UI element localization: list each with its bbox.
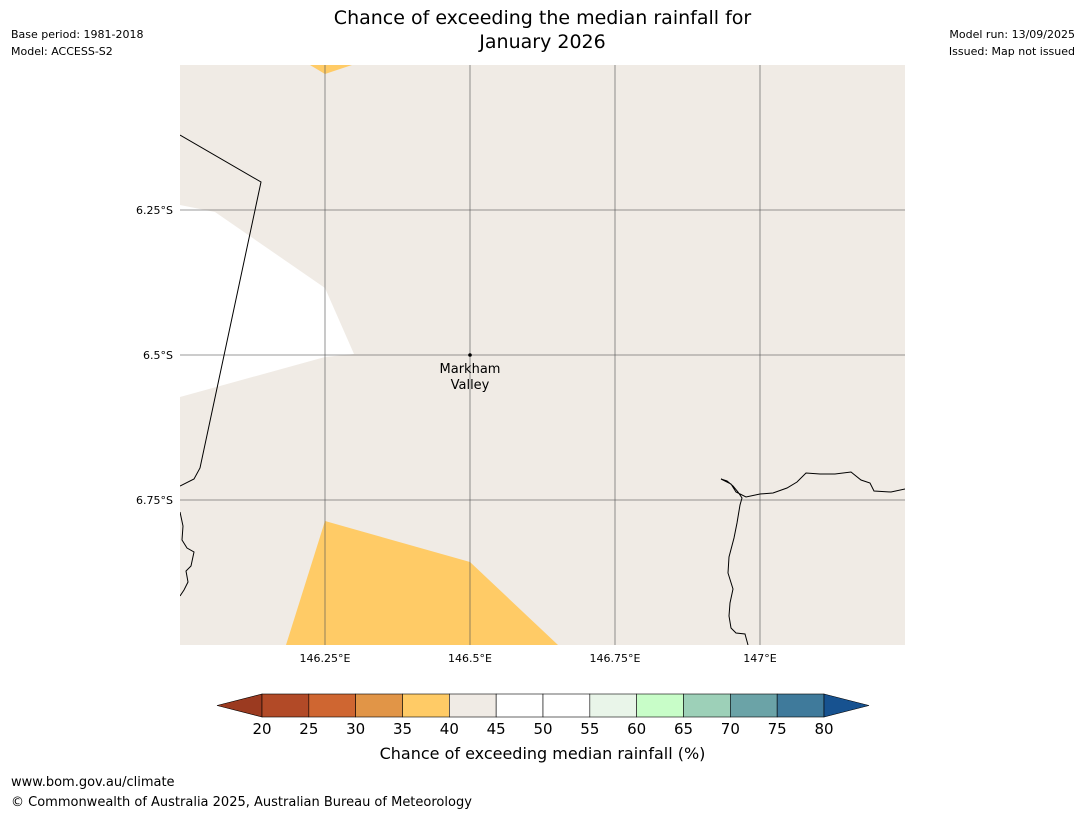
longitude-labels: 146.25°E 146.5°E 146.75°E 147°E xyxy=(300,652,777,665)
colorbar-bin xyxy=(589,693,637,718)
colorbar-bin xyxy=(636,693,684,718)
latitude-tick-label: 6.75°S xyxy=(136,494,173,507)
colorbar-tick-label: 40 xyxy=(440,720,459,738)
class-35-40-region-south xyxy=(286,521,558,645)
longitude-tick-label: 146.25°E xyxy=(300,652,351,665)
place-label-line-2: Valley xyxy=(451,378,490,393)
colorbar-bin xyxy=(776,693,825,718)
metadata-left: Base period: 1981-2018 Model: ACCESS-S2 xyxy=(11,26,143,60)
metadata-right: Model run: 13/09/2025 Issued: Map not is… xyxy=(949,26,1075,60)
latitude-tick-label: 6.25°S xyxy=(136,204,173,217)
colorbar-bin xyxy=(542,693,591,718)
colorbar-tick-label: 35 xyxy=(393,720,412,738)
province-border-line xyxy=(180,134,262,487)
colorbar-bin xyxy=(730,693,778,718)
colorbar-under-arrow xyxy=(216,693,263,718)
footer-url[interactable]: www.bom.gov.au/climate xyxy=(11,775,175,790)
colorbar-label: Chance of exceeding median rainfall (%) xyxy=(379,744,706,763)
latitude-tick-label: 6.5°S xyxy=(143,349,173,362)
longitude-tick-label: 146.75°E xyxy=(590,652,641,665)
colorbar-bin xyxy=(449,693,497,718)
colorbar-bin xyxy=(355,693,403,718)
border-lines xyxy=(180,134,905,645)
colorbar-tick-label: 45 xyxy=(487,720,506,738)
longitude-tick-label: 147°E xyxy=(743,652,776,665)
title-line-1: Chance of exceeding the median rainfall … xyxy=(333,7,752,29)
class-45-55-region xyxy=(180,205,354,397)
map-panel xyxy=(180,65,905,645)
colorbar-bin xyxy=(308,693,356,718)
colorbar-tick-label: 20 xyxy=(252,720,271,738)
colorbar-over-arrow xyxy=(823,693,870,718)
colorbar-bin xyxy=(683,693,731,718)
class-35-40-region-north xyxy=(310,65,352,74)
colorbar-tick-label: 30 xyxy=(346,720,365,738)
colorbar-tick-label: 80 xyxy=(814,720,833,738)
issued-text: Issued: Map not issued xyxy=(948,45,1075,58)
colorbar-tick-label: 25 xyxy=(299,720,318,738)
coastline-east xyxy=(720,471,905,645)
colorbar-tick-label: 75 xyxy=(768,720,787,738)
colorbar-tick-label: 60 xyxy=(627,720,646,738)
title-line-2: January 2026 xyxy=(479,31,606,53)
colorbar-bin xyxy=(402,693,450,718)
markham-valley-marker xyxy=(468,353,472,357)
model-text: Model: ACCESS-S2 xyxy=(11,45,113,58)
place-label-line-1: Markham xyxy=(440,362,501,377)
colorbar-bin xyxy=(495,693,544,718)
colorbar-tick-label: 50 xyxy=(533,720,552,738)
model-run-text: Model run: 13/09/2025 xyxy=(949,28,1075,41)
colorbar-tick-label: 70 xyxy=(721,720,740,738)
latitude-labels: 6.25°S 6.5°S 6.75°S xyxy=(136,204,173,507)
colorbar-bin xyxy=(261,693,310,718)
map-title: Chance of exceeding the median rainfall … xyxy=(0,6,1085,54)
footer-copyright: © Commonwealth of Australia 2025, Austra… xyxy=(11,795,472,810)
coastline-west xyxy=(180,511,195,597)
colorbar-tick-label: 55 xyxy=(580,720,599,738)
longitude-tick-label: 146.5°E xyxy=(448,652,492,665)
colorbar: 20 25 30 35 40 45 50 55 60 65 70 75 80 xyxy=(216,693,870,738)
base-period-text: Base period: 1981-2018 xyxy=(11,28,144,41)
colorbar-tick-label: 65 xyxy=(674,720,693,738)
